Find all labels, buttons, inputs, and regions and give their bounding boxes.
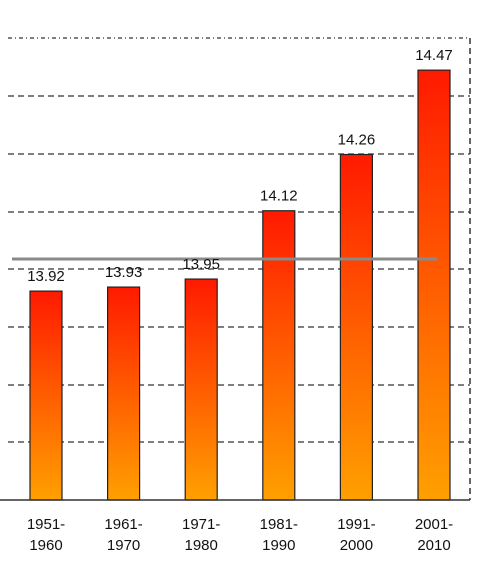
value-label: 13.93: [105, 264, 143, 281]
category-label: 1990: [262, 537, 295, 554]
bar: [106, 286, 141, 501]
bars: [29, 69, 451, 501]
bar: [417, 69, 451, 501]
value-label: 14.26: [338, 132, 376, 149]
category-label: 2010: [417, 537, 450, 554]
x-axis: 1951- 1960 1961- 1970 1971- 1980 1981- 1990 1991…: [0, 38, 471, 554]
gridlines: [8, 37, 470, 443]
bar: [29, 290, 63, 501]
bar: [339, 153, 373, 501]
bar: [184, 278, 218, 501]
category-label: 2000: [340, 537, 373, 554]
bar: [262, 210, 296, 501]
category-label: 1991-: [337, 516, 375, 533]
category-label: 1960: [29, 537, 62, 554]
value-label: 14.12: [260, 188, 298, 205]
category-label: 1971-: [182, 516, 220, 533]
category-label: 1981-: [260, 516, 298, 533]
value-labels: 13.92 13.93 13.95 14.12 14.26 14.47: [27, 47, 453, 285]
value-label: 14.47: [415, 47, 453, 64]
category-label: 1961-: [104, 516, 142, 533]
value-label: 13.92: [27, 268, 65, 285]
category-label: 2001-: [415, 516, 453, 533]
value-label: 13.95: [182, 256, 220, 273]
category-label: 1980: [185, 537, 218, 554]
category-label: 1970: [107, 537, 140, 554]
category-label: 1951-: [27, 516, 65, 533]
